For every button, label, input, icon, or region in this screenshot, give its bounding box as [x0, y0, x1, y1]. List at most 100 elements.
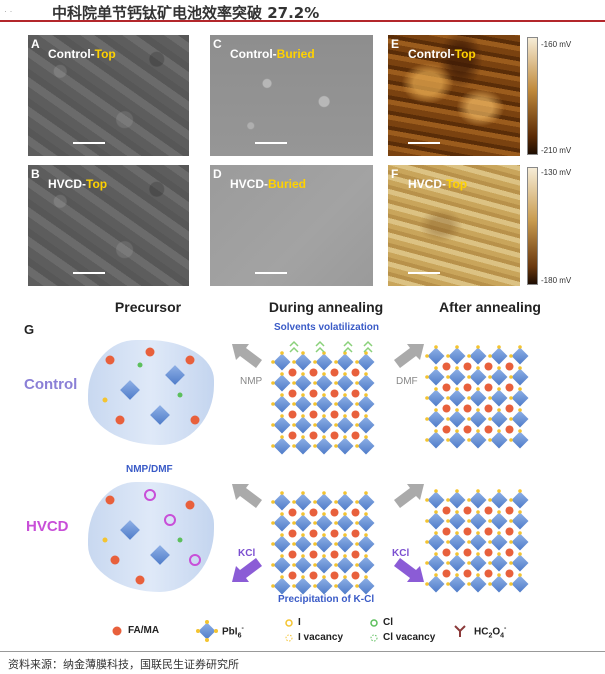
iodide-ion	[292, 584, 296, 588]
pbi6-octahedron	[490, 410, 508, 428]
iodide-ion	[313, 423, 317, 427]
iodide-ion	[434, 387, 438, 391]
iodide-ion	[313, 542, 317, 546]
cation-ion	[330, 368, 339, 377]
iodide-ion	[497, 531, 501, 535]
pbi6-octahedron	[273, 353, 291, 371]
iodide-ion	[313, 563, 317, 567]
iodide-ion	[334, 444, 338, 448]
pbi6-octahedron	[336, 374, 354, 392]
iodide-ion	[292, 381, 296, 385]
cation-ion	[309, 550, 318, 559]
iodide-ion	[446, 498, 450, 502]
iodide-ion	[488, 417, 492, 421]
iodide-ion	[355, 444, 359, 448]
iodide-ion	[518, 366, 522, 370]
cation-ion	[330, 410, 339, 419]
iodide-ion	[425, 561, 429, 565]
pbi6-octahedron	[448, 533, 466, 551]
iodide-ion	[280, 575, 284, 579]
iodide-ion	[301, 575, 305, 579]
iodide-ion	[280, 414, 284, 418]
iodide-ion	[334, 360, 338, 364]
cation-ion	[442, 569, 451, 578]
iodide-ion	[425, 417, 429, 421]
iodide-ion	[467, 354, 471, 358]
solvents-volatilization-label: Solvents volatilization	[274, 322, 380, 333]
pbi6-octahedron	[294, 374, 312, 392]
pbi6-octahedron	[511, 347, 529, 365]
pbi6-octahedron	[511, 512, 529, 530]
iodide-ion	[322, 393, 326, 397]
pbi6-octahedron	[427, 512, 445, 530]
pbi6-octahedron	[336, 556, 354, 574]
pbi6-octahedron	[490, 554, 508, 572]
cation-ion	[505, 548, 514, 557]
iodide-ion	[355, 381, 359, 385]
cation-ion	[484, 506, 493, 515]
iodide-ion	[343, 414, 347, 418]
iodide-ion	[446, 561, 450, 565]
colorbar-bottom	[527, 167, 538, 285]
source-note: 资料来源：纳金薄膜科技，国联民生证券研究所	[8, 658, 239, 671]
pbi6-octahedron	[511, 410, 529, 428]
cation-ion	[330, 529, 339, 538]
iodide-ion	[355, 521, 359, 525]
cation-ion	[463, 425, 472, 434]
iodide-ion	[434, 510, 438, 514]
pbi6-octahedron	[469, 389, 487, 407]
cation-ion	[309, 508, 318, 517]
row-control-label: Control	[24, 376, 78, 393]
pbi6-octahedron	[357, 353, 375, 371]
stage-during-heading: During annealing	[268, 299, 384, 315]
panel-label: HVCD-Top	[48, 177, 108, 191]
legend-pbi6: PbI6-	[222, 625, 244, 640]
cation-ion	[442, 362, 451, 371]
iodide-ion	[455, 552, 459, 556]
pbi6-octahedron	[315, 437, 333, 455]
iodide-ion	[488, 396, 492, 400]
cation-ion	[484, 548, 493, 557]
scale-bar	[408, 142, 440, 144]
iodide-ion	[467, 498, 471, 502]
iodide-ion	[455, 387, 459, 391]
iodide-ion	[509, 519, 513, 523]
iodide-ion	[364, 491, 368, 495]
iodide-ion	[425, 519, 429, 523]
pbi6-octahedron	[294, 493, 312, 511]
pbi6-octahedron	[273, 374, 291, 392]
iodide-ion	[343, 512, 347, 516]
iodide-ion	[334, 381, 338, 385]
cation-ion	[288, 550, 297, 559]
iodide-ion	[271, 381, 275, 385]
iodide-ion	[301, 512, 305, 516]
cation-ion	[309, 389, 318, 398]
pbi6-octahedron	[315, 514, 333, 532]
iodide-ion	[301, 435, 305, 439]
iodide-ion	[434, 408, 438, 412]
iodide-ion	[488, 582, 492, 586]
cation-ion	[288, 410, 297, 419]
iodide-ion	[364, 435, 368, 439]
iodide-ion	[434, 531, 438, 535]
legend-cl-vacancy: Cl vacancy	[383, 632, 436, 643]
iodide-ion	[497, 510, 501, 514]
cation-ion	[484, 383, 493, 392]
iodide-ion	[334, 521, 338, 525]
iodide-ion	[455, 573, 459, 577]
pbi6-octahedron	[427, 533, 445, 551]
iodide-ion	[334, 584, 338, 588]
panel-label: Control-Top	[408, 47, 476, 61]
pbi6-octahedron	[294, 556, 312, 574]
pbi6-octahedron	[490, 368, 508, 386]
cation-ion	[309, 431, 318, 440]
pbi6-octahedron	[315, 577, 333, 595]
panel-label: HVCD-Buried	[230, 177, 307, 191]
iodide-ion	[301, 393, 305, 397]
kcl-arrows	[232, 558, 424, 582]
pbi6-octahedron	[511, 554, 529, 572]
pbi6-octahedron	[511, 491, 529, 509]
iodide-ion	[488, 540, 492, 544]
iodide-ion	[518, 531, 522, 535]
precipitation-label: Precipitation of K-Cl	[278, 594, 375, 605]
